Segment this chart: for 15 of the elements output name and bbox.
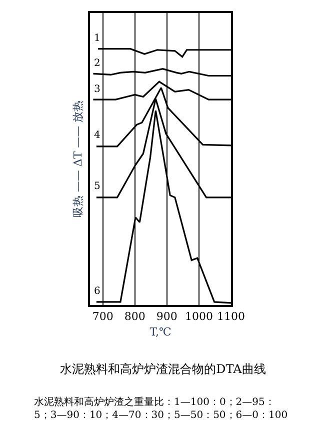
y-axis-title: 吸热 —— ΔT —— 放热 xyxy=(71,100,84,218)
series-label: 4 xyxy=(94,130,100,141)
text: 水泥熟料和高炉炉渣之重量比：1—100：0；2—95： 5；3—90：10；4—70：30；5—50：50；6—0：100 xyxy=(34,396,288,421)
x-tick-label: 1100 xyxy=(217,310,245,323)
x-tick-label: 700 xyxy=(92,310,114,323)
series-label: 1 xyxy=(94,33,100,44)
text: 水泥熟料和高炉炉渣混合物的DTA曲线 xyxy=(60,362,266,376)
series-label: 2 xyxy=(94,58,100,69)
x-tick-label: 900 xyxy=(156,310,178,323)
x-axis-title: T,℃ xyxy=(150,326,172,339)
series-label: 6 xyxy=(94,286,100,297)
series-label: 5 xyxy=(94,181,100,192)
x-tick-label: 800 xyxy=(124,310,146,323)
x-tick-label: 1000 xyxy=(184,310,213,323)
series-label: 3 xyxy=(94,84,100,95)
